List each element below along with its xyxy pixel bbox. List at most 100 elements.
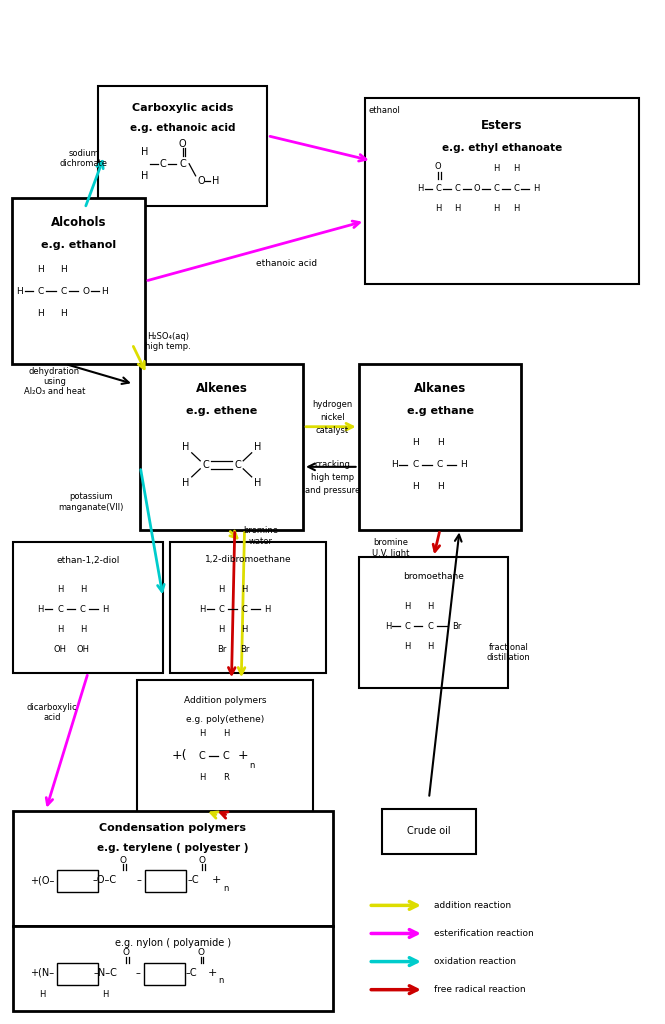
Text: e.g ethane: e.g ethane (406, 406, 473, 416)
Text: C: C (455, 184, 461, 194)
Text: C: C (80, 605, 86, 613)
Text: C: C (219, 605, 225, 613)
Text: e.g. nylon ( polyamide ): e.g. nylon ( polyamide ) (115, 938, 231, 947)
Text: H: H (37, 309, 44, 317)
Text: Alkanes: Alkanes (414, 382, 466, 395)
Bar (13, 811, 332, 926)
Bar (170, 542, 326, 673)
Text: H: H (241, 625, 247, 634)
Text: bromine
water: bromine water (243, 526, 279, 546)
Bar (382, 809, 476, 854)
Text: C: C (180, 159, 186, 169)
Text: C: C (437, 461, 443, 469)
Text: +(O–: +(O– (31, 876, 55, 886)
Text: +: + (212, 876, 221, 886)
Text: dehydration
using
Al₂O₃ and heat: dehydration using Al₂O₃ and heat (23, 367, 85, 396)
Text: H: H (533, 184, 539, 194)
Text: e.g. terylene ( polyester ): e.g. terylene ( polyester ) (97, 843, 249, 853)
Text: ethanoic acid: ethanoic acid (256, 259, 317, 267)
Text: C: C (57, 605, 63, 613)
Text: H: H (493, 164, 500, 173)
Text: oxidation reaction: oxidation reaction (434, 957, 515, 966)
Text: O: O (120, 856, 127, 864)
Text: H: H (57, 585, 63, 594)
Text: bromine
U.V. light: bromine U.V. light (372, 539, 410, 558)
Text: hydrogen: hydrogen (313, 400, 352, 410)
Text: O: O (435, 162, 442, 171)
Text: e.g. ethyl ethanoate: e.g. ethyl ethanoate (442, 142, 562, 153)
Text: e.g. ethanoic acid: e.g. ethanoic acid (130, 123, 235, 133)
Text: Br: Br (452, 622, 461, 631)
Text: C: C (412, 461, 418, 469)
Text: H: H (435, 205, 442, 213)
Text: Carboxylic acids: Carboxylic acids (132, 102, 233, 113)
Text: C: C (404, 622, 410, 631)
Text: Esters: Esters (481, 119, 523, 132)
Text: H: H (437, 482, 444, 492)
Text: C: C (160, 159, 166, 169)
Text: Alcohols: Alcohols (51, 216, 106, 229)
Bar (358, 557, 509, 688)
Text: –: – (136, 876, 142, 886)
Text: +: + (208, 968, 217, 978)
Bar (98, 86, 267, 206)
Text: ethanol: ethanol (368, 106, 400, 115)
Text: H: H (101, 287, 108, 296)
Text: high temp: high temp (311, 473, 354, 482)
Bar (140, 364, 303, 529)
Text: H: H (80, 625, 86, 634)
Text: addition reaction: addition reaction (434, 901, 511, 910)
Text: C: C (435, 184, 441, 194)
Text: n: n (223, 884, 228, 893)
Text: H: H (37, 605, 44, 613)
Text: H: H (141, 171, 148, 181)
Text: H: H (37, 264, 44, 273)
Text: C: C (235, 460, 241, 470)
Text: H: H (493, 205, 500, 213)
Text: O: O (197, 176, 205, 185)
Bar (365, 98, 639, 284)
Text: O: O (122, 948, 130, 957)
Text: Br: Br (217, 645, 226, 654)
Text: H: H (437, 438, 444, 447)
Bar (13, 542, 163, 673)
Text: H: H (199, 605, 205, 613)
Text: H: H (102, 605, 109, 613)
Bar (57, 963, 98, 985)
Bar (11, 199, 145, 364)
Text: H₂SO₄(aq)
high temp.: H₂SO₄(aq) high temp. (146, 332, 191, 351)
Text: OH: OH (76, 645, 89, 654)
Text: sodium
dichromate: sodium dichromate (60, 150, 108, 169)
Text: H: H (141, 146, 148, 157)
Text: R: R (223, 773, 229, 782)
Text: free radical reaction: free radical reaction (434, 985, 525, 994)
Text: H: H (254, 478, 261, 487)
Text: –C: –C (188, 876, 199, 886)
Text: C: C (199, 751, 205, 761)
Text: H: H (80, 585, 86, 594)
Text: H: H (412, 438, 419, 447)
Text: H: H (454, 205, 461, 213)
Text: H: H (219, 585, 225, 594)
Text: C: C (223, 751, 229, 761)
Text: H: H (264, 605, 271, 613)
Text: H: H (219, 625, 225, 634)
Text: dicarboxylic
acid: dicarboxylic acid (27, 703, 78, 722)
Text: C: C (241, 605, 247, 613)
Text: H: H (513, 164, 519, 173)
Text: H: H (241, 585, 247, 594)
Text: H: H (385, 622, 391, 631)
Text: and pressure: and pressure (305, 486, 360, 496)
Text: +(: +( (172, 750, 187, 762)
Text: H: H (460, 461, 467, 469)
Text: e.g. ethene: e.g. ethene (186, 406, 257, 416)
Text: Crude oil: Crude oil (407, 826, 451, 837)
Text: C: C (202, 460, 209, 470)
Text: fractional
distillation: fractional distillation (487, 643, 530, 663)
Text: O: O (82, 287, 90, 296)
Text: H: H (60, 309, 66, 317)
Text: O: O (199, 856, 205, 864)
Text: H: H (211, 176, 219, 185)
Text: H: H (418, 184, 424, 194)
Text: H: H (412, 482, 419, 492)
